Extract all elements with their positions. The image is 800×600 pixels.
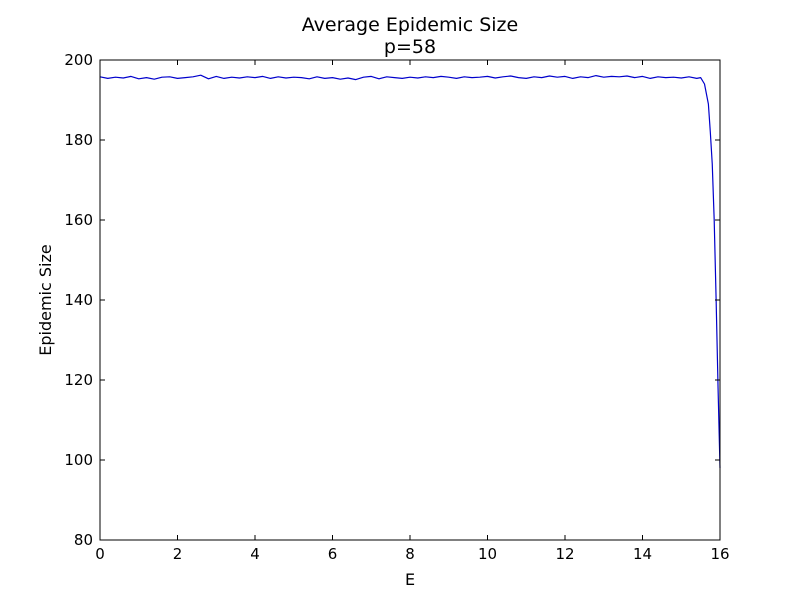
x-tick-label: 8: [405, 545, 415, 563]
x-tick-label: 2: [173, 545, 183, 563]
y-tick-label: 140: [64, 291, 93, 309]
x-tick-label: 10: [478, 545, 497, 563]
plot-frame: [99, 59, 721, 541]
y-tick-label: 180: [64, 131, 93, 149]
x-axis-ticks: 0 2 4 6 8 10 12 14 16: [95, 60, 730, 563]
chart-title: Average Epidemic Size: [302, 14, 518, 36]
y-tick-label: 80: [74, 531, 93, 549]
y-tick-label: 120: [64, 371, 93, 389]
y-tick-label: 200: [64, 51, 93, 69]
x-tick-label: 12: [555, 545, 574, 563]
series-line-0: [99, 74, 721, 469]
x-tick-label: 6: [328, 545, 338, 563]
plot-area: [99, 59, 721, 541]
chart-subtitle: p=58: [384, 36, 436, 58]
x-tick-label: 16: [710, 545, 729, 563]
x-tick-label: 4: [250, 545, 260, 563]
y-tick-label: 100: [64, 451, 93, 469]
x-tick-label: 14: [633, 545, 652, 563]
y-axis-ticks: 80 100 120 140 160 180 200: [64, 51, 720, 549]
x-axis-label: E: [405, 570, 415, 589]
y-axis-label: Epidemic Size: [36, 244, 55, 355]
y-tick-label: 160: [64, 211, 93, 229]
x-tick-label: 0: [95, 545, 105, 563]
